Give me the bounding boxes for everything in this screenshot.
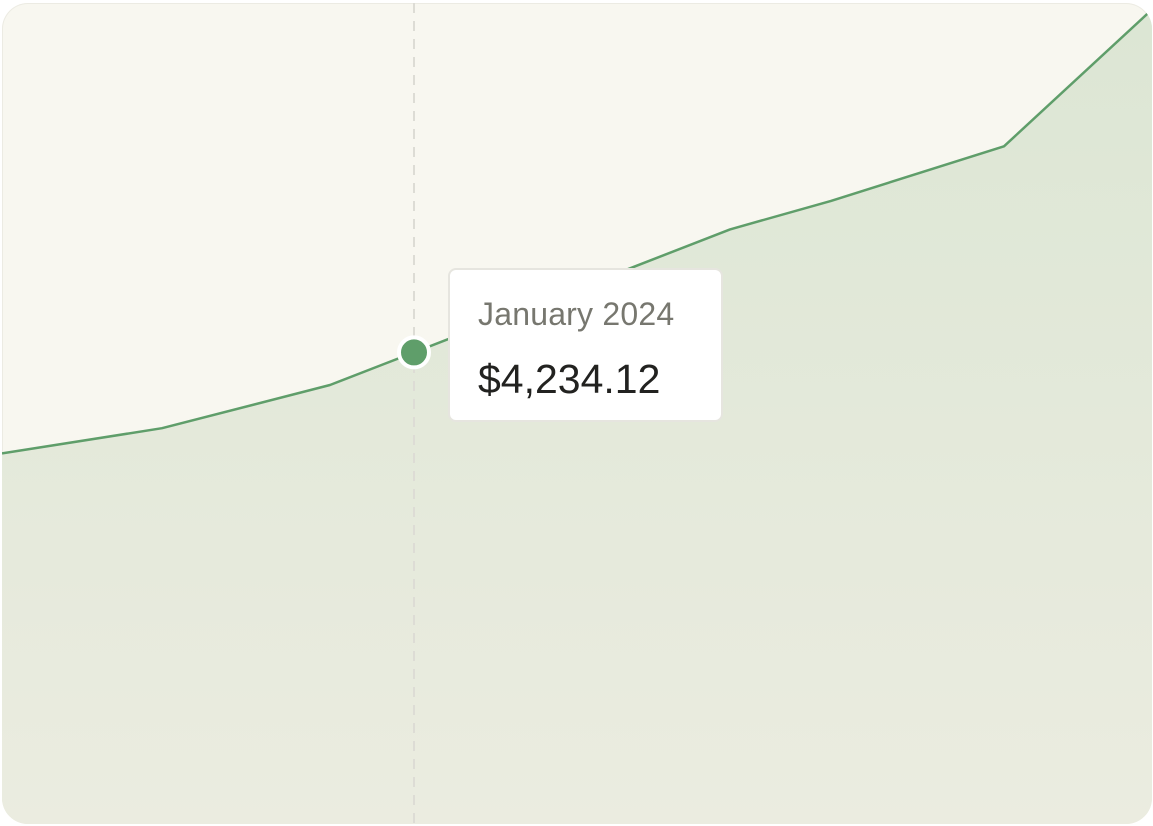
- highlight-point[interactable]: [397, 335, 431, 370]
- chart-tooltip: January 2024 $4,234.12: [448, 268, 723, 422]
- chart-card: January 2024 $4,234.12: [2, 3, 1152, 824]
- tooltip-value: $4,234.12: [478, 356, 661, 402]
- tooltip-date: January 2024: [478, 296, 675, 332]
